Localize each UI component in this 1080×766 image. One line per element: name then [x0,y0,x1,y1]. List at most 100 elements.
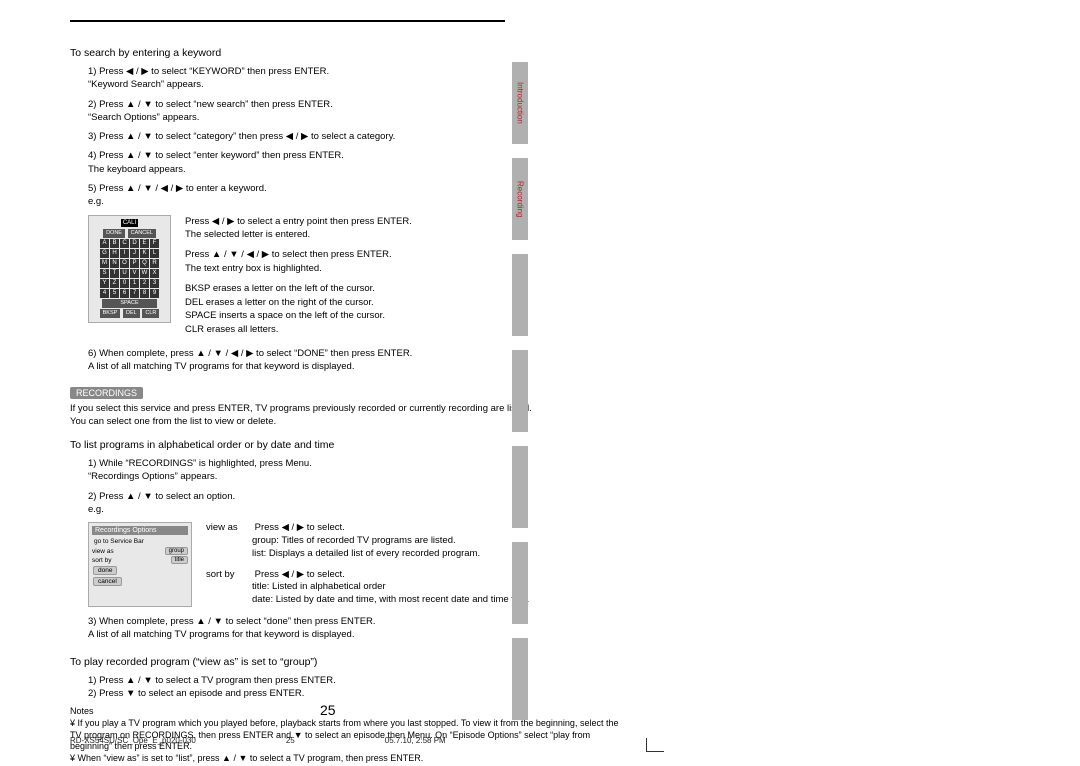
step-num: 2) [88,99,96,110]
opt-term: view as [206,522,252,535]
kb-key: G [100,249,109,258]
search-step: 2) Press ▲ / ▼ to select “new search” th… [88,98,630,125]
recordings-heading: To list programs in alphabetical order o… [70,439,630,451]
kb-key: E [140,239,149,248]
notes-title: Notes [70,706,630,718]
kb-key: J [130,249,139,258]
rec-step: 2) Press ▲ / ▼ to select an option. e.g. [88,490,630,517]
tab-recording: Recording [512,158,528,240]
search-step: 3) Press ▲ / ▼ to select “category” then… [88,130,630,143]
step-text: Press ▲ / ▼ / ◀ / ▶ to enter a keyword. [99,183,267,194]
kb-key: C [120,239,129,248]
kb-key: 7 [130,289,139,298]
tab-blank [512,446,528,528]
tab-blank [512,254,528,336]
kb-key: O [120,259,129,268]
kb-key: Z [110,279,119,288]
tab-blank [512,638,528,720]
kb-key: 9 [150,289,159,298]
kb-del: DEL [123,309,140,318]
kb-desc-line: SPACE inserts a space on the left of the… [185,310,385,321]
dialog-back: go to Service Bar [92,537,188,546]
play-step: 1) Press ▲ / ▼ to select a TV program th… [88,674,630,687]
onscreen-keyboard: CALI DONE CANCEL ABCDEF GHIJKL MNOPQR ST… [88,215,171,323]
kb-key: L [150,249,159,258]
footer-folio: 25 [286,736,295,745]
kb-clr: CLR [142,309,159,318]
kb-key: M [100,259,109,268]
kb-key: F [150,239,159,248]
rec-step: 1) While “RECORDINGS” is highlighted, pr… [88,457,630,484]
footer-doc-id: RD-XS54SU/SC_Ope_E_p020-030 [70,736,196,745]
kb-header: CALI [121,219,138,227]
recordings-label: RECORDINGS [70,387,143,399]
step-num: 1) [88,66,96,77]
kb-key: Y [100,279,109,288]
step-sub: “Keyword Search” appears. [88,79,204,90]
kb-desc-line: Press ◀ / ▶ to select a entry point then… [185,216,412,227]
kb-key: V [130,269,139,278]
play-steps: 1) Press ▲ / ▼ to select a TV program th… [88,674,630,701]
kb-key: R [150,259,159,268]
kb-key: H [110,249,119,258]
recordings-intro: If you select this service and press ENT… [70,403,630,429]
opt-line: Press ◀ / ▶ to select. [255,522,345,533]
footer-timestamp: 05.7.10, 2:58 PM [385,736,446,745]
opt-term: sort by [206,569,252,582]
opt-detail: date: Listed by date and time, with most… [252,594,529,605]
crop-mark-icon [646,734,672,752]
search-step6: 6) When complete, press ▲ / ▼ / ◀ / ▶ to… [88,347,630,374]
step-sub: A list of all matching TV programs for t… [88,361,354,372]
kb-key: I [120,249,129,258]
text: If you select this service and press ENT… [70,403,532,414]
kb-key: W [140,269,149,278]
play-step: 2) Press ▼ to select an episode and pres… [88,687,630,700]
step-sub: e.g. [88,504,104,515]
search-step: 4) Press ▲ / ▼ to select “enter keyword”… [88,149,630,176]
step-text: While “RECORDINGS” is highlighted, press… [99,458,312,469]
kb-key: 8 [140,289,149,298]
step-num: 3) [88,131,96,142]
kb-desc-line: DEL erases a letter on the right of the … [185,297,374,308]
step-text: Press ▲ / ▼ to select “new search” then … [99,99,333,110]
step-sub: “Recordings Options” appears. [88,471,217,482]
step-num: 5) [88,183,96,194]
step-text: 3) When complete, press ▲ / ▼ to select … [88,616,376,627]
page-number: 25 [320,702,336,718]
tab-introduction: Introduction [512,62,528,144]
kb-desc-line: BKSP erases a letter on the left of the … [185,283,375,294]
kb-key: 6 [120,289,129,298]
kb-bksp: BKSP [100,309,121,318]
kb-key: S [100,269,109,278]
kb-key: T [110,269,119,278]
tab-blank [512,542,528,624]
side-tabs: Introduction Recording [512,62,528,734]
kb-key: X [150,269,159,278]
opt-label: view as [92,548,114,555]
kb-desc-line: Press ▲ / ▼ / ◀ / ▶ to select then press… [185,249,392,260]
step-sub: A list of all matching TV programs for t… [88,629,354,640]
step-sub: “Search Options” appears. [88,112,199,123]
options-row: Recordings Options go to Service Bar vie… [88,522,630,607]
search-heading: To search by entering a keyword [70,47,630,59]
keyboard-desc: Press ◀ / ▶ to select a entry point then… [185,215,630,337]
opt-value: group [165,547,188,555]
kb-key: 1 [130,279,139,288]
step-sub: e.g. [88,196,104,207]
opt-label: sort by [92,557,112,564]
recordings-steps: 1) While “RECORDINGS” is highlighted, pr… [88,457,630,516]
opt-detail: list: Displays a detailed list of every … [252,548,480,559]
step-text: 6) When complete, press ▲ / ▼ / ◀ / ▶ to… [88,348,412,359]
step-num: 2) [88,491,96,502]
kb-key: 0 [120,279,129,288]
kb-key: A [100,239,109,248]
text: You can select one from the list to view… [70,416,276,427]
dialog-cancel: cancel [93,577,122,586]
dialog-done: done [93,566,117,575]
step-text: Press ▲ / ▼ to select an option. [99,491,235,502]
step-num: 1) [88,458,96,469]
kb-key: N [110,259,119,268]
kb-key: D [130,239,139,248]
rec-step3: 3) When complete, press ▲ / ▼ to select … [88,615,630,642]
kb-key: Q [140,259,149,268]
